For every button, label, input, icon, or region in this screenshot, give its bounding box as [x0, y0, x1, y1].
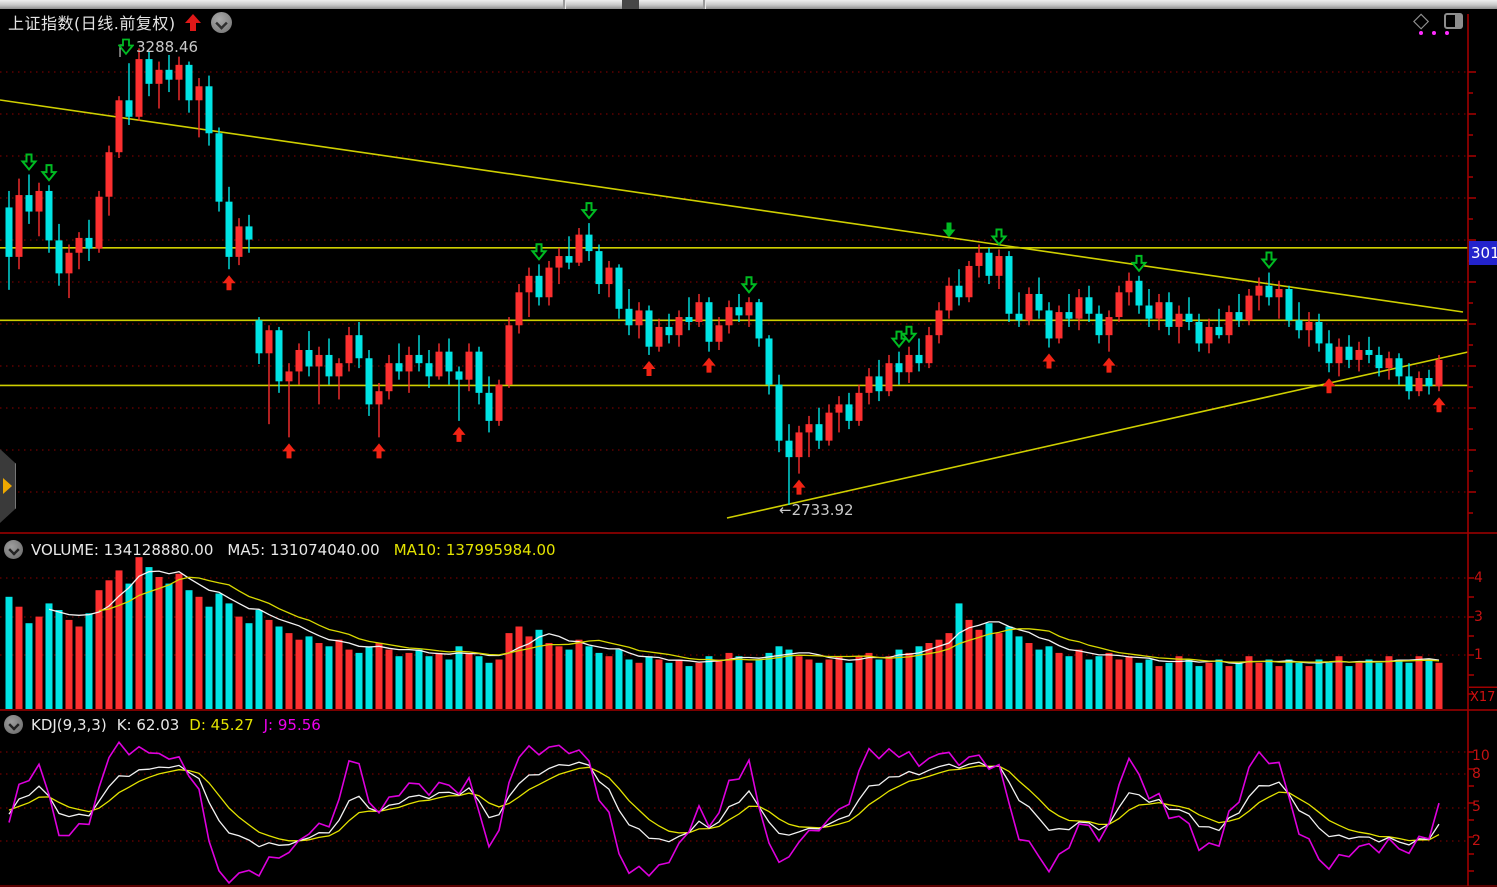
low-price-label: ←2733.92: [779, 501, 854, 519]
left-panel-expand-handle[interactable]: [0, 449, 16, 523]
volume-ma10-text: MA10: 137995984.00: [393, 540, 556, 559]
diamond-tool-icon[interactable]: ◇: [1413, 8, 1430, 32]
kdj-indicator-text: KDJ(9,3,3): [31, 715, 107, 734]
candlesticks: [5, 48, 1443, 505]
kdj-panel-header: KDJ(9,3,3) K: 62.03 D: 45.27 J: 95.56: [4, 713, 321, 736]
kdj-axis-label: 5: [1472, 799, 1481, 815]
more-options-dots-icon[interactable]: [1419, 31, 1453, 36]
kdj-d-text: D: 45.27: [189, 715, 254, 734]
chevron-down-icon: [214, 16, 228, 30]
sell-signal-arrow-icon: [118, 38, 134, 56]
high-price-label: 3288.46: [136, 38, 199, 56]
collapse-main-chart-button[interactable]: [210, 11, 232, 33]
toolbar-separator: [703, 0, 706, 9]
toolbar-separator: [563, 0, 566, 9]
volume-axis-label: 3: [1474, 609, 1483, 625]
trend-lines[interactable]: [0, 99, 1469, 519]
panel-layout-icon-fill: [1455, 15, 1461, 27]
expand-right-triangle-icon: [3, 478, 12, 494]
volume-value-text: VOLUME: 134128880.00: [31, 540, 214, 559]
axis-ticks: [1468, 71, 1476, 872]
price-up-arrow-icon: [184, 13, 201, 31]
volume-ma-lines: [48, 570, 1440, 665]
volume-axis-label: 4: [1474, 570, 1483, 586]
panel-dividers-and-axis: [0, 14, 1497, 887]
main-chart-title-row: 上证指数(日线.前复权): [8, 11, 232, 33]
kdj-axis-label: 10: [1472, 748, 1490, 764]
volume-corner-label: X17: [1469, 687, 1497, 710]
volume-axis-label: 1: [1474, 647, 1483, 663]
window-top-toolbar-edge: [0, 0, 1497, 9]
page-title: 上证指数(日线.前复权): [8, 14, 176, 33]
volume-bars: [5, 557, 1443, 709]
kdj-j-text: J: 95.56: [263, 715, 321, 734]
volume-panel-header: VOLUME: 134128880.00 MA5: 131074040.00 M…: [4, 538, 556, 561]
chevron-down-icon: [7, 719, 20, 731]
panel-layout-icon[interactable]: [1444, 13, 1463, 29]
kdj-axis-label: 8: [1472, 766, 1481, 782]
kdj-axis-label: 2: [1472, 833, 1481, 849]
kdj-k-text: K: 62.03: [116, 715, 180, 734]
collapse-kdj-panel-button[interactable]: [4, 715, 23, 734]
volume-ma5-text: MA5: 131074040.00: [227, 540, 380, 559]
chevron-down-icon: [7, 544, 20, 556]
toolbar-notch: [622, 0, 639, 9]
kdj-lines: [8, 740, 1440, 885]
collapse-volume-panel-button[interactable]: [4, 540, 23, 559]
signal-arrows: [20, 153, 1446, 495]
price-axis-badge: 301: [1469, 241, 1497, 265]
high-price-annotation: 3288.46: [118, 38, 198, 56]
